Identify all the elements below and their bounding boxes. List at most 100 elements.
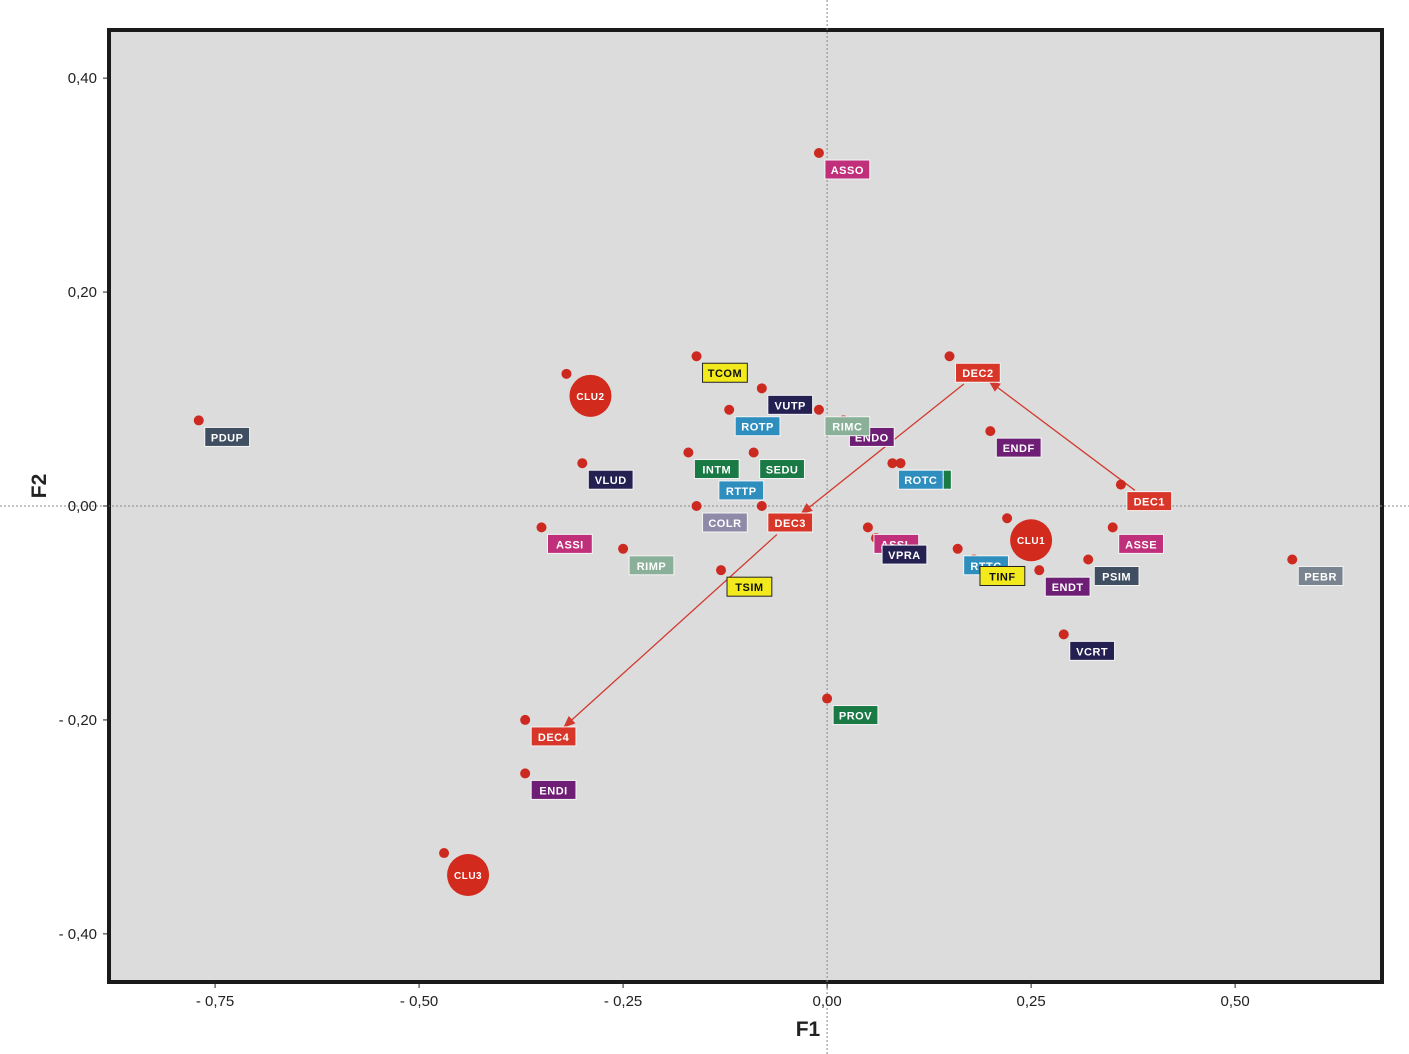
point-label-assi: ASSI [556, 539, 584, 551]
point-dot-rttc [952, 543, 963, 554]
x-tick-label: - 0,50 [400, 993, 438, 1010]
cluster-dot-clu3 [439, 848, 450, 859]
point-label-box-endf [995, 437, 1042, 458]
point-dot-psim [1083, 554, 1094, 565]
point-label-box-assi [546, 533, 593, 554]
point-label-box-vpra [881, 544, 928, 565]
cluster-markers: CLU2 CLU1 CLU3 [439, 368, 1053, 897]
x-tick-label: - 0,25 [604, 993, 642, 1010]
point-dot-vcrt [1058, 629, 1069, 640]
point-label-box-dec4 [530, 726, 577, 747]
point-label-box-rotp [734, 416, 781, 437]
cluster-dot-clu1 [1002, 513, 1013, 524]
point-label-rotc: ROTC [904, 475, 937, 487]
point-label-tsim: TSIM [735, 582, 763, 594]
point-dot-pdup [193, 415, 204, 426]
cluster-marker-clu3 [447, 854, 490, 897]
point-label-box-intm [693, 459, 740, 480]
point-label-rotp: ROTP [741, 422, 774, 434]
point-label-endf: ENDF [1003, 443, 1035, 455]
axis-ticks: - 0,75 - 0,50 - 0,25 0,00 0,25 0,50 0,40 0,20 0,… [59, 70, 1250, 1010]
point-dot-asse [1107, 522, 1118, 533]
point-label-tcom: TCOM [708, 368, 742, 380]
point-label-dec1: DEC1 [1134, 497, 1165, 509]
point-label-box-rotc [897, 469, 944, 490]
point-dot-dec4 [520, 714, 531, 725]
point-label-endi: ENDI [539, 785, 567, 797]
point-label-box-dec1 [1126, 491, 1173, 512]
point-label-box-endi [530, 779, 577, 800]
point-label-rttp: RTTP [726, 486, 757, 498]
point-dot-rimp [618, 543, 629, 554]
point-label-dec4: DEC4 [538, 732, 570, 744]
point-label-vpra: VPRA [888, 550, 921, 562]
cluster-label-clu2: CLU2 [576, 392, 604, 403]
point-label-asse: ASSE [1125, 539, 1157, 551]
point-label-endt: ENDT [1052, 582, 1084, 594]
point-markers [193, 148, 1298, 779]
point-label-rimc: RIMC [832, 422, 862, 434]
point-label-box-endt [1044, 576, 1091, 597]
point-dot-intm [683, 447, 694, 458]
y-tick-label: 0,40 [68, 70, 97, 87]
point-label-prov: PROV [839, 711, 872, 723]
point-label-box-dec2 [955, 362, 1001, 383]
point-label-box-vcrt [1069, 640, 1116, 661]
point-label-vutp: VUTP [775, 400, 806, 412]
x-tick-label: - 0,75 [196, 993, 234, 1010]
point-label-dec3: DEC3 [775, 518, 806, 530]
point-dot-endf [985, 426, 996, 437]
cluster-marker-clu2 [569, 374, 612, 417]
point-dot-sedu [748, 447, 759, 458]
point-label-box-asso [824, 159, 871, 180]
point-dot-pebr [1287, 554, 1298, 565]
trajectory-arrows [563, 380, 1136, 728]
cluster-marker-clu1 [1010, 519, 1053, 562]
point-label-intm: INTM [702, 465, 731, 477]
point-label-vcrt: VCRT [1076, 646, 1108, 658]
point-dot-vutp [756, 383, 767, 394]
point-label-vlud: VLUD [595, 475, 627, 487]
point-label-asso: ASSO [831, 165, 864, 177]
point-dot-rotc [887, 458, 898, 469]
point-dot-dec1 [1115, 479, 1126, 490]
point-dot-endt [1034, 565, 1045, 576]
point-dot-tent [895, 458, 906, 469]
y-tick-label: - 0,40 [59, 926, 97, 943]
cluster-dot-clu2 [561, 368, 572, 379]
point-label-box-dec3 [767, 512, 814, 533]
point-label-rimp: RIMP [637, 561, 667, 573]
y-tick-label: 0,00 [68, 498, 97, 515]
point-label-colr: COLR [708, 518, 741, 530]
point-label-pebr: PEBR [1304, 571, 1337, 583]
trajectory-arrow-dec2-dec3 [800, 383, 965, 515]
point-label-pdup: PDUP [211, 432, 244, 444]
cluster-label-clu1: CLU1 [1017, 536, 1045, 547]
point-label-box-sedu [759, 459, 805, 480]
point-label-box-pdup [204, 426, 251, 447]
point-dot-rimc [813, 404, 824, 415]
x-tick-label: 0,25 [1017, 993, 1046, 1010]
point-label-box-rimp [628, 555, 675, 576]
y-tick-label: - 0,20 [59, 712, 97, 729]
point-label-box-pebr [1297, 565, 1344, 586]
point-label-sedu: SEDU [766, 465, 799, 477]
trajectory-arrow-dec1-dec2 [988, 380, 1136, 491]
point-dot-tcom [691, 351, 702, 362]
point-dot-asso [813, 148, 824, 159]
point-dot-rotp [724, 404, 735, 415]
point-dot-dec3 [756, 501, 767, 511]
point-dot-prov [822, 693, 833, 704]
cluster-label-clu3: CLU3 [454, 871, 482, 882]
point-label-box-rttp [718, 480, 765, 501]
point-dot-assi [536, 522, 547, 533]
point-label-box-vutp [767, 394, 814, 415]
point-dot-tsim [716, 565, 727, 576]
point-dot-vlud [577, 458, 588, 469]
point-dot-colr [691, 501, 702, 511]
point-label-box-tinf [979, 565, 1026, 586]
point-label-box-rimc [824, 416, 871, 437]
